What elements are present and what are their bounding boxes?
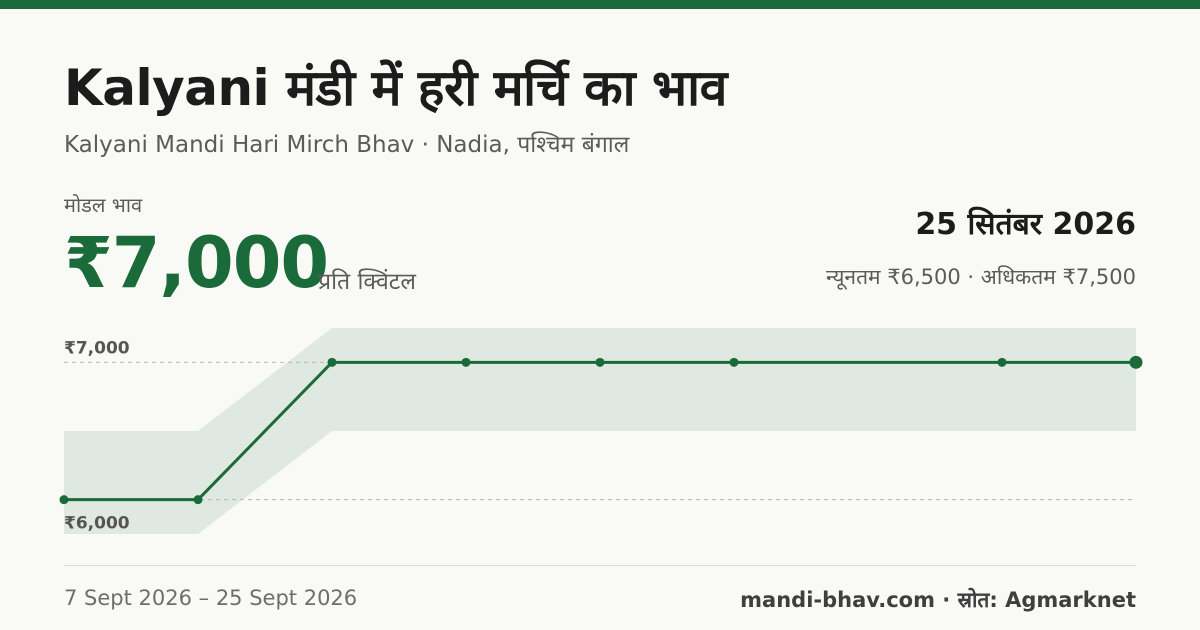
data-point	[729, 357, 739, 367]
price-date: 25 सितंबर 2026	[915, 207, 1136, 242]
price-series-line	[64, 360, 1136, 502]
data-point	[59, 495, 69, 505]
footer-source: mandi-bhav.com · स्रोत: Agmarknet	[740, 588, 1136, 612]
page-subtitle: Kalyani Mandi Hari Mirch Bhav · Nadia, प…	[64, 132, 630, 158]
y-tick-label: ₹6,000	[64, 514, 130, 534]
data-point	[1129, 355, 1143, 369]
data-point	[193, 495, 203, 505]
price-unit: प्रति क्विंटल	[318, 269, 416, 295]
data-point	[595, 357, 605, 367]
data-point	[997, 357, 1007, 367]
min-max-band	[64, 328, 1136, 534]
modal-price-value: ₹7,000	[64, 222, 329, 304]
data-point	[327, 357, 337, 367]
footer-divider	[64, 565, 1136, 566]
page-title: Kalyani मंडी में हरी मर्चि का भाव	[64, 59, 727, 117]
min-max-range: न्यूनतम ₹6,500 · अधिकतम ₹7,500	[826, 265, 1136, 289]
modal-price-label: मोडल भाव	[64, 193, 143, 217]
footer-date-range: 7 Sept 2026 – 25 Sept 2026	[64, 586, 358, 610]
data-point	[461, 357, 471, 367]
top-accent-bar	[0, 0, 1200, 9]
y-tick-label: ₹7,000	[64, 338, 130, 358]
